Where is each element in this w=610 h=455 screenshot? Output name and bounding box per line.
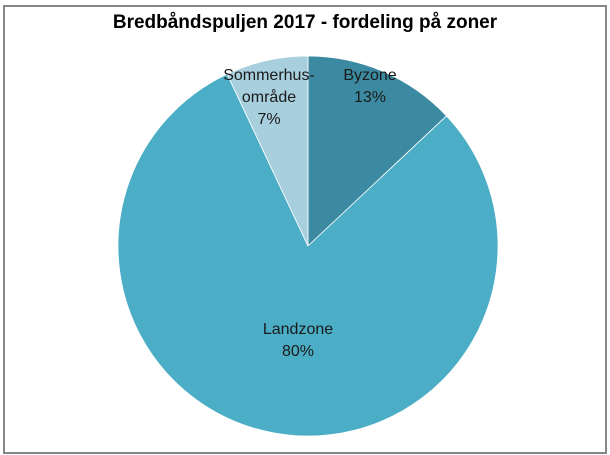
pie-slice-landzone (117, 73, 499, 437)
pie-slice-byzone (307, 55, 448, 247)
pie-slice-sommerhusområde (226, 55, 309, 247)
chart-title: Bredbåndspuljen 2017 - fordeling på zone… (112, 12, 498, 33)
label-landzone: Landzone 80% (262, 321, 334, 360)
label-sommerhusomraade: Sommerhus- område 7% (223, 67, 315, 128)
label-byzone: Byzone 13% (343, 67, 397, 106)
